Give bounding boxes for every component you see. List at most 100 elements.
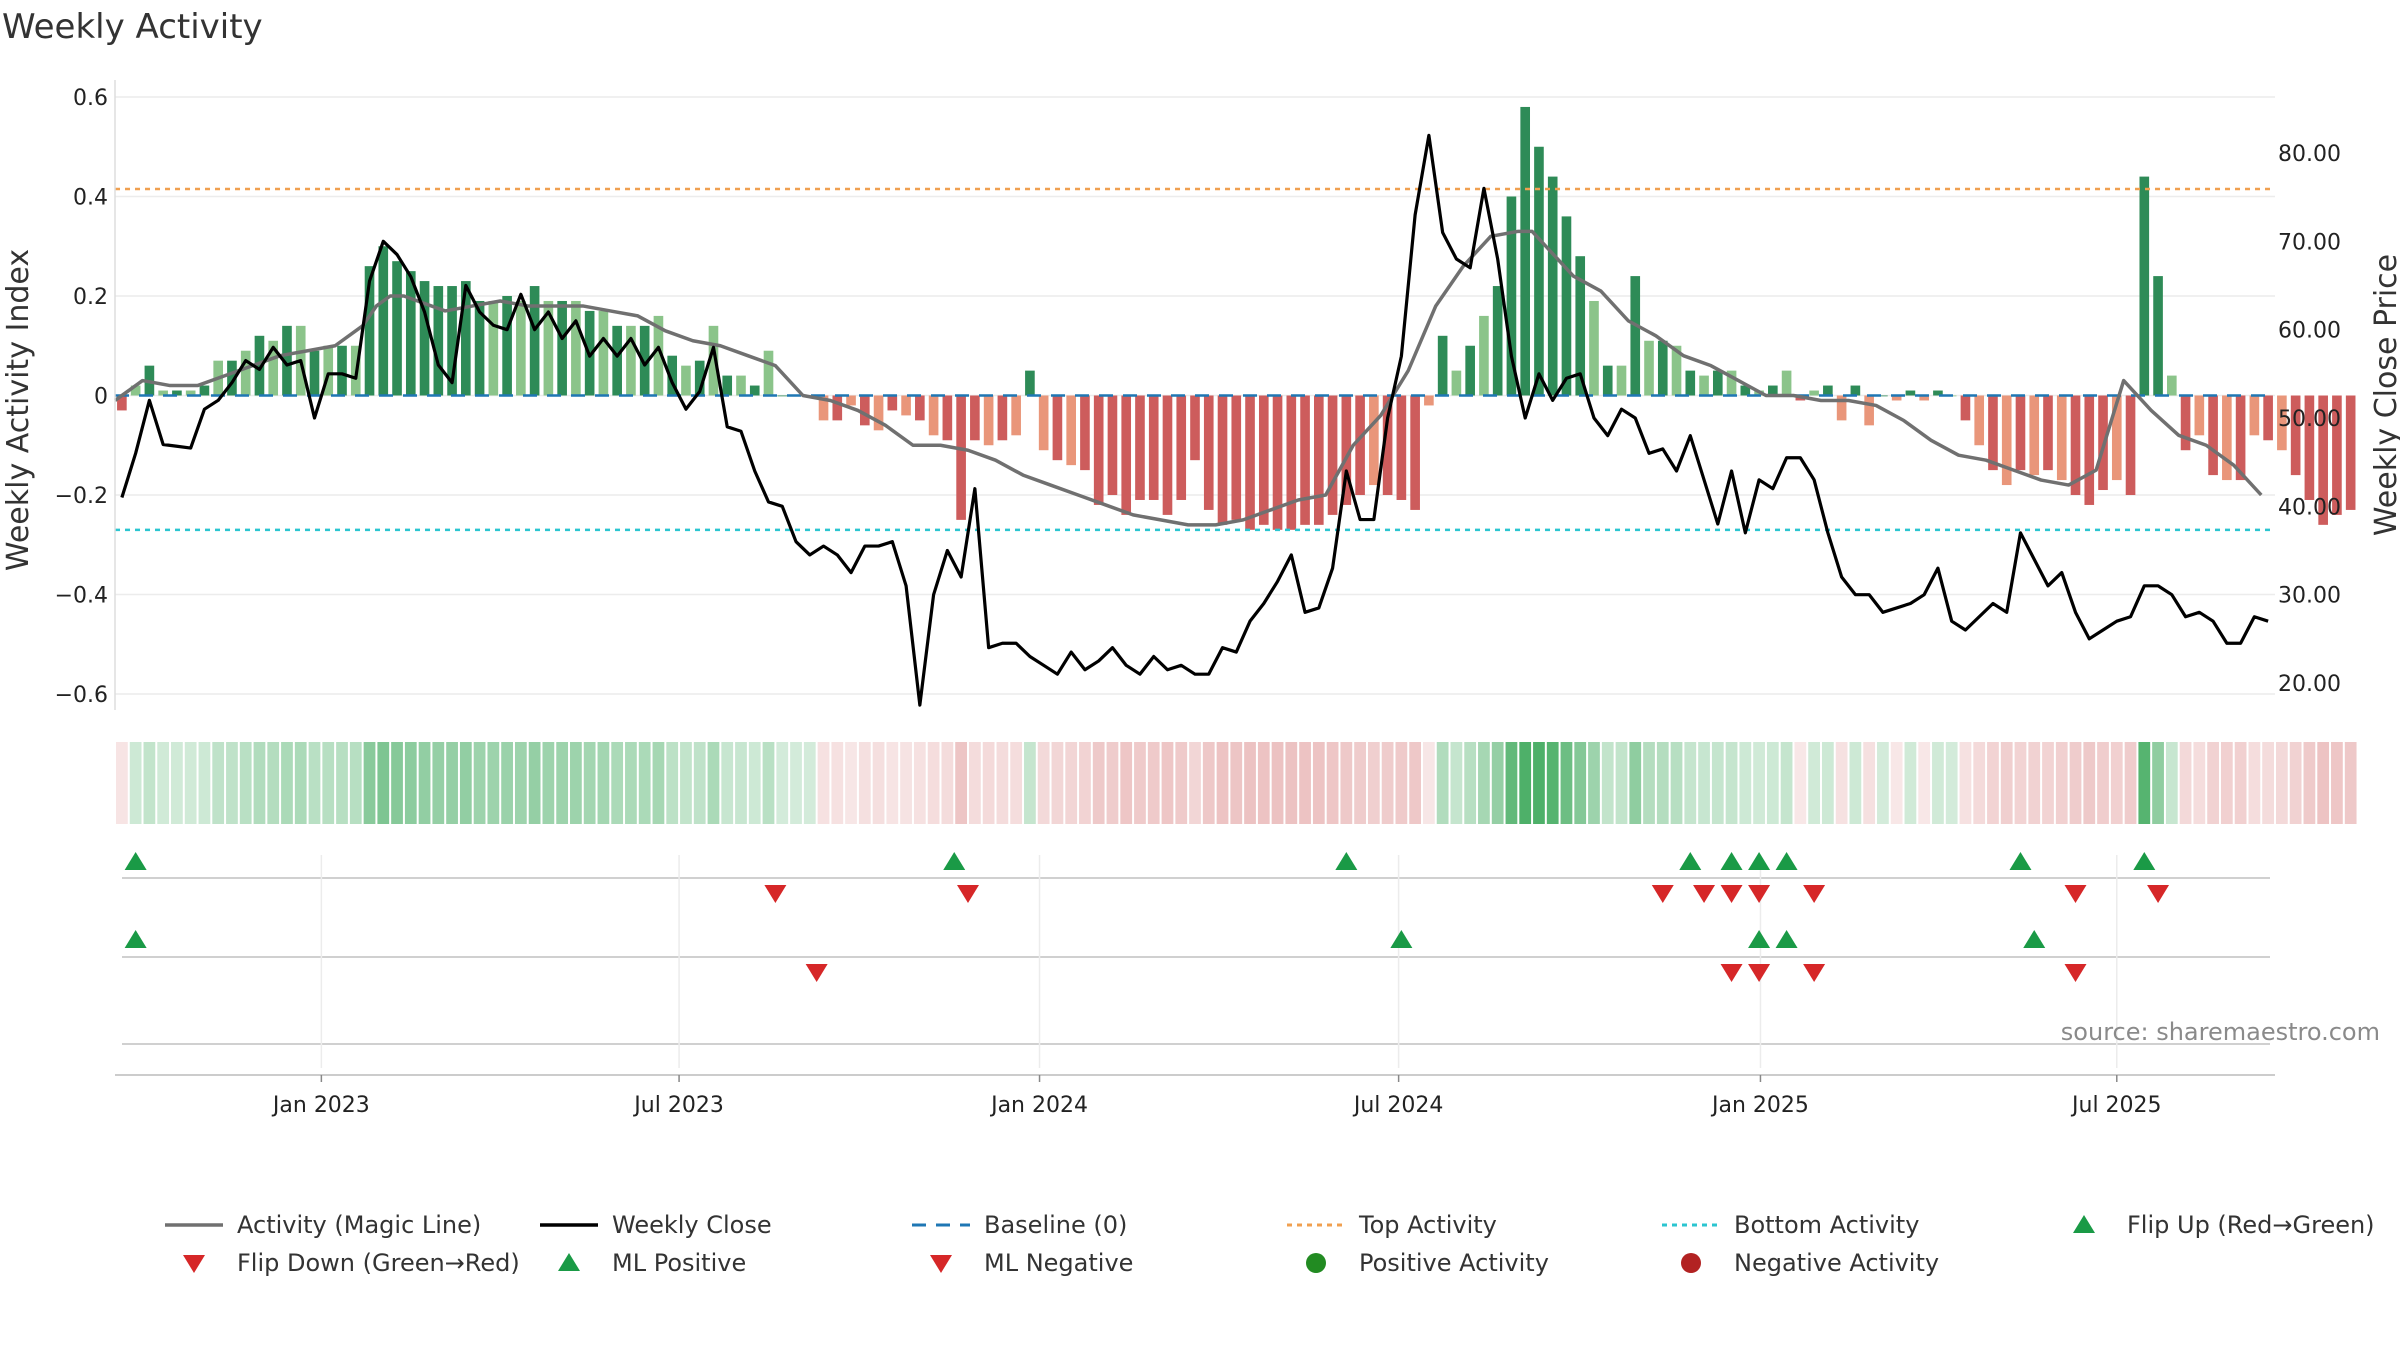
heat-strip-cell (2083, 742, 2096, 824)
activity-bar (1492, 286, 1503, 396)
activity-bar (901, 395, 911, 416)
x-tick-label: Jul 2025 (2070, 1093, 2162, 1118)
activity-bar (1396, 395, 1407, 500)
heat-strip-cell (1189, 742, 1201, 824)
activity-bar (2208, 395, 2218, 476)
x-tick-label: Jul 2023 (632, 1093, 724, 1118)
legend-label: Weekly Close (612, 1211, 772, 1239)
activity-bar (1891, 395, 1902, 401)
heat-strip-cell (1161, 742, 1174, 824)
activity-bar (172, 390, 182, 396)
legend-entry: Flip Down (Green→Red) (183, 1249, 520, 1277)
heat-strip-cell (184, 742, 197, 824)
activity-bar (1726, 370, 1737, 396)
heat-strip-cell (239, 742, 252, 824)
activity-bar (681, 365, 691, 396)
ml-negative-marker (1720, 964, 1743, 982)
heat-strip-cell (1725, 742, 1738, 824)
activity-bar (832, 395, 843, 421)
heat-strip-cell (776, 742, 789, 824)
heat-strip-cell (542, 742, 555, 824)
heat-strip-cell (1849, 742, 1862, 824)
activity-bar (1740, 385, 1751, 396)
heat-strip-cell (1423, 742, 1435, 824)
flip-up-marker (1775, 852, 1798, 870)
heat-strip-cell (1312, 742, 1325, 824)
activity-bar (392, 261, 402, 396)
heat-strip-cell (226, 742, 238, 824)
heat-strip-cell (1024, 742, 1036, 824)
heat-strip-cell (913, 742, 926, 824)
activity-bar (1314, 395, 1324, 525)
activity-bar (1135, 395, 1145, 500)
activity-bar (2304, 395, 2315, 500)
heat-strip-cell (1230, 742, 1243, 824)
activity-bar (419, 281, 430, 396)
activity-bar (268, 340, 279, 396)
flip-down-marker (2064, 885, 2087, 903)
heat-strip-cell (1285, 742, 1298, 824)
heat-strip-cell (528, 742, 541, 824)
activity-bar (1988, 395, 1998, 471)
flip-down-marker (1803, 885, 1826, 903)
activity-bar (240, 350, 251, 396)
heat-strip-cell (652, 742, 665, 824)
heat-strip-cell (1821, 742, 1834, 824)
heat-strip-cell (1381, 742, 1394, 824)
activity-bar (1616, 365, 1627, 396)
heat-strip-cell (982, 742, 995, 824)
activity-bar (309, 350, 320, 396)
activity-bar (117, 395, 127, 411)
heat-strip-cell (886, 742, 899, 824)
flip-up-marker (124, 852, 147, 870)
activity-bar (405, 271, 416, 396)
flip-up-marker (943, 852, 966, 870)
heat-strip-cell (1753, 742, 1765, 824)
activity-bar (1011, 395, 1021, 436)
heat-strip-cell (1409, 742, 1422, 824)
y-left-tick-label: 0 (94, 385, 108, 410)
heat-strip-cell (446, 742, 458, 824)
heat-strip-cell (391, 742, 403, 824)
heat-strip-cell (1918, 742, 1931, 824)
activity-bar (2332, 395, 2342, 515)
activity-bar (749, 385, 760, 396)
heat-strip-cell (2124, 742, 2137, 824)
heat-strip-cell (1491, 742, 1504, 824)
flip-up-marker (1720, 852, 1743, 870)
heat-strip-cell (143, 742, 156, 824)
flip-down-marker (764, 885, 787, 903)
activity-bar (1451, 370, 1462, 396)
heat-strip-cell (1656, 742, 1669, 824)
legend-symbol-dot (1681, 1253, 1701, 1273)
legend-label: ML Negative (984, 1249, 1133, 1277)
legend-symbol-triangle-down (183, 1255, 205, 1273)
heat-strip-cell (1037, 742, 1050, 824)
flip-up-marker (1335, 852, 1358, 870)
ml-positive-marker (124, 930, 147, 948)
heat-strip-cell (2220, 742, 2233, 824)
heat-strip-cell (872, 742, 885, 824)
ml-positive-marker (1748, 930, 1771, 948)
flip-up-marker (2133, 852, 2156, 870)
heat-strip-cell (817, 742, 830, 824)
heat-strip-cell (116, 742, 128, 824)
legend-symbol-triangle-up (558, 1253, 580, 1271)
activity-bar (1162, 395, 1173, 515)
activity-bar (1066, 395, 1076, 466)
activity-bar (1836, 395, 1847, 421)
heat-strip-cell (680, 742, 692, 824)
heat-strip-cell (968, 742, 981, 824)
heat-strip-cell (336, 742, 348, 824)
heat-strip-cell (2234, 742, 2247, 824)
legend-label: Top Activity (1358, 1211, 1497, 1239)
legend-label: Activity (Magic Line) (237, 1211, 481, 1239)
heat-strip-cell (1615, 742, 1628, 824)
heat-strip-cell (1987, 742, 1999, 824)
heat-strip-cell (171, 742, 183, 824)
activity-bar (1410, 395, 1420, 510)
activity-bar (337, 345, 347, 396)
activity-bar (433, 286, 444, 396)
heat-strip-cell (831, 742, 844, 824)
activity-bar (2180, 395, 2191, 451)
